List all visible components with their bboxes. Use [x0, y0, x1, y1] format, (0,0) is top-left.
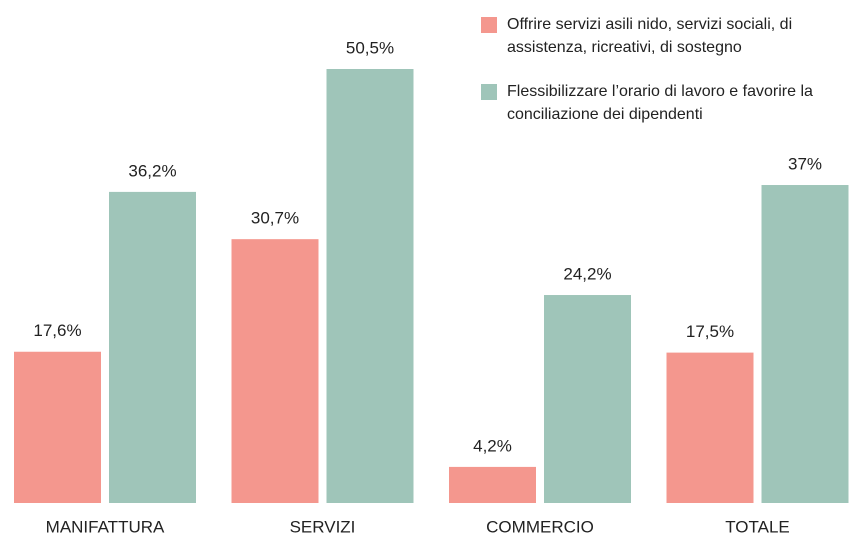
value-label: 24,2%: [563, 265, 611, 284]
value-label: 17,5%: [686, 322, 734, 341]
legend-swatch: [481, 84, 497, 100]
bar: [14, 351, 101, 503]
value-label: 37%: [788, 155, 822, 174]
legend-item: Flessibilizzare l’orario di lavoro e fav…: [481, 80, 851, 126]
legend: Offrire servizi asili nido, servizi soci…: [481, 13, 851, 147]
bar: [761, 185, 849, 503]
legend-label: Flessibilizzare l’orario di lavoro e fav…: [507, 83, 813, 123]
x-tick-label: SERVIZI: [290, 517, 356, 536]
value-label: 17,6%: [33, 321, 81, 340]
bar: [326, 69, 414, 504]
x-tick-label: TOTALE: [725, 517, 790, 536]
value-label: 30,7%: [251, 209, 299, 228]
value-label: 4,2%: [473, 436, 512, 455]
legend-label: Offrire servizi asili nido, servizi soci…: [507, 16, 793, 56]
bar: [109, 191, 196, 503]
bar: [449, 466, 536, 503]
value-label: 50,5%: [346, 38, 394, 57]
value-label: 36,2%: [128, 161, 176, 180]
x-tick-label: COMMERCIO: [486, 517, 594, 536]
bar: [544, 295, 631, 503]
bar: [666, 352, 754, 503]
bar: [231, 239, 319, 504]
legend-swatch: [481, 17, 497, 33]
legend-item: Offrire servizi asili nido, servizi soci…: [481, 13, 851, 59]
x-tick-label: MANIFATTURA: [46, 517, 165, 536]
